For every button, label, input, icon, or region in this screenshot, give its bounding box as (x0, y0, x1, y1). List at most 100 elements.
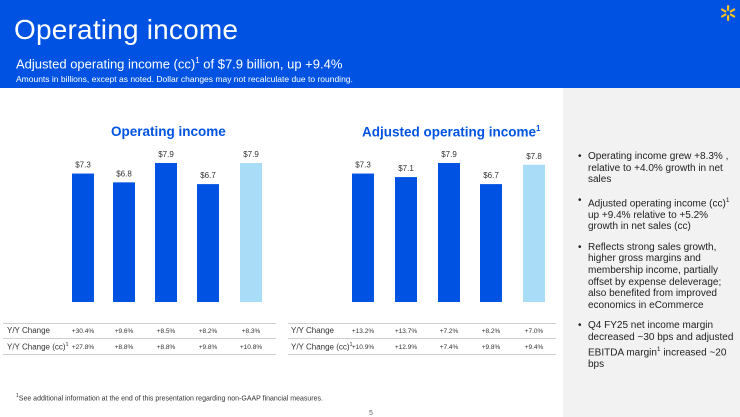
spark-ray (727, 15, 730, 21)
table-row-divider (288, 323, 556, 324)
row-label-footnote-marker: 1 (349, 342, 353, 348)
table-cell: +8.3% (241, 328, 261, 335)
row-label-text: Y/Y Change (7, 326, 50, 335)
spark-ray (721, 8, 727, 13)
table-cell: +7.4% (439, 344, 459, 351)
table-cell: +7.2% (439, 328, 459, 335)
commentary-list: Operating income grew +8.3% , relative t… (578, 151, 736, 379)
table-cell: +8.8% (114, 344, 134, 351)
bar-value-label: $7.3 (75, 161, 91, 170)
chart-title-footnote-marker: 1 (536, 124, 541, 133)
table-row-label: Y/Y Change (7, 326, 50, 335)
spark-ray (727, 5, 730, 11)
commentary-bullet: Q4 FY25 net income margin decreased ~30 … (578, 320, 736, 370)
bar-q4-fy25 (523, 164, 545, 302)
bar-value-label: $7.9 (441, 150, 457, 159)
spark-ray (729, 8, 736, 13)
bullet-text: Reflects strong sales growth, higher gro… (588, 241, 722, 311)
table-row-divider (288, 338, 556, 339)
bar-q4-fy24 (352, 173, 374, 302)
bar-value-label: $6.7 (200, 171, 216, 180)
bar-q1-fy25 (113, 182, 135, 302)
bar-value-label: $7.8 (526, 152, 542, 161)
category-tick-label: Q3 FY25 (476, 308, 506, 310)
table-cell: +13.7% (394, 328, 418, 335)
table-cell: +7.0% (524, 328, 544, 335)
bar-q2-fy25 (438, 163, 460, 302)
spark-ray (729, 13, 736, 18)
spark-ray (721, 13, 727, 18)
bar-q4-fy25 (240, 163, 262, 302)
table-cell: +10.8% (239, 344, 263, 351)
bullet-text: Adjusted operating income (cc) (588, 198, 726, 210)
bar-q4-fy24 (72, 173, 94, 302)
table-cell: +9.8% (198, 344, 218, 351)
commentary-bullet: Adjusted operating income (cc)1 up +9.4%… (578, 195, 736, 233)
bar-value-label: $7.9 (243, 150, 259, 159)
category-tick-label: Q1 FY25 (109, 308, 139, 310)
table-cell: +8.5% (156, 328, 176, 335)
spark-logo-icon (721, 5, 736, 21)
amounts-note: Amounts in billions, except as noted. Do… (16, 74, 353, 84)
bar-value-label: $7.1 (398, 164, 414, 173)
bar-value-label: $6.7 (483, 171, 499, 180)
category-tick-label: Q4 FY24 (68, 308, 98, 310)
category-tick-label: Q2 FY25 (151, 308, 181, 310)
table-row-divider (3, 354, 276, 355)
category-tick-label: Q2 FY25 (434, 308, 464, 310)
table-cell: +9.6% (114, 328, 134, 335)
category-tick-label: Q1 FY25 (391, 308, 421, 310)
bar-charts: $7.3 Q4 FY24 $6.8 Q1 FY25 $7.9 Q2 FY25 $6.7 Q3 … (68, 150, 549, 310)
table-row-divider (3, 338, 276, 339)
adjusted-operating-income-chart: $7.3 Q4 FY24 $7.1 Q1 FY25 $7.9 Q2 FY25 $6.7 Q3 … (348, 150, 549, 310)
table-cell: +30.4% (71, 328, 95, 335)
bar-value-label: $7.3 (355, 161, 371, 170)
bullet-text: Q4 FY25 net income margin decreased ~30 … (588, 320, 734, 358)
table-cell: +10.9% (351, 344, 375, 351)
bar-q1-fy25 (395, 177, 417, 302)
category-tick-label: Q4 FY24 (348, 308, 378, 310)
category-tick-label: Q4 FY25 (519, 308, 549, 310)
bullet-footnote-marker: 1 (725, 196, 730, 204)
table-cell: +8.2% (198, 328, 218, 335)
row-label-text: Y/Y Change (cc) (7, 342, 66, 352)
table-cell: +9.4% (524, 344, 544, 351)
chart-title-adjusted-operating-income: Adjusted operating income1 (362, 124, 540, 140)
subtitle-footnote-marker: 1 (195, 56, 200, 65)
bullet-text-continued: up +9.4% relative to +5.2% growth in net… (588, 209, 709, 233)
table-cell: +8.8% (156, 344, 176, 351)
bar-value-label: $7.9 (158, 150, 174, 159)
table-cell: +13.2% (351, 328, 375, 335)
chart-title-operating-income: Operating income (111, 124, 226, 139)
table-row-divider (288, 354, 556, 355)
bar-q3-fy25 (197, 184, 219, 302)
bar-value-label: $6.8 (116, 169, 132, 178)
commentary-bullet: Operating income grew +8.3% , relative t… (578, 151, 736, 186)
category-tick-label: Q3 FY25 (193, 308, 223, 310)
table-row-label: Y/Y Change (cc)1 (7, 342, 69, 352)
table-cell: +12.9% (394, 344, 418, 351)
commentary-bullet: Reflects strong sales growth, higher gro… (578, 242, 736, 312)
table-row-label: Y/Y Change (291, 326, 334, 335)
table-cell: +27.8% (71, 344, 95, 351)
page-subtitle: Adjusted operating income (cc)1 of $7.9 … (16, 56, 342, 71)
header-banner: Operating income Adjusted operating inco… (0, 0, 740, 88)
subtitle-value: of $7.9 billion, up +9.4% (199, 56, 343, 72)
category-tick-label: Q4 FY25 (236, 308, 266, 310)
footnote: 1See additional information at the end o… (16, 393, 323, 402)
bar-q3-fy25 (480, 184, 502, 302)
bullet-text: Operating income grew +8.3% , relative t… (588, 151, 729, 186)
bullet-footnote-marker: 1 (656, 345, 661, 353)
spark-rays (721, 5, 736, 21)
page-number: 5 (369, 410, 373, 417)
footnote-marker: 1 (16, 393, 19, 399)
chart-title-text: Adjusted operating income (362, 124, 537, 140)
row-label-text: Y/Y Change (cc) (291, 342, 350, 352)
row-label-footnote-marker: 1 (65, 342, 69, 348)
bar-q2-fy25 (155, 163, 177, 302)
row-label-text: Y/Y Change (291, 326, 334, 335)
operating-income-chart: $7.3 Q4 FY24 $6.8 Q1 FY25 $7.9 Q2 FY25 $6.7 Q3 … (68, 150, 266, 310)
table-row-divider (3, 323, 276, 324)
bullet-text-continued: increased ~20 bps (588, 346, 727, 370)
footnote-text: See additional information at the end of… (18, 395, 323, 403)
